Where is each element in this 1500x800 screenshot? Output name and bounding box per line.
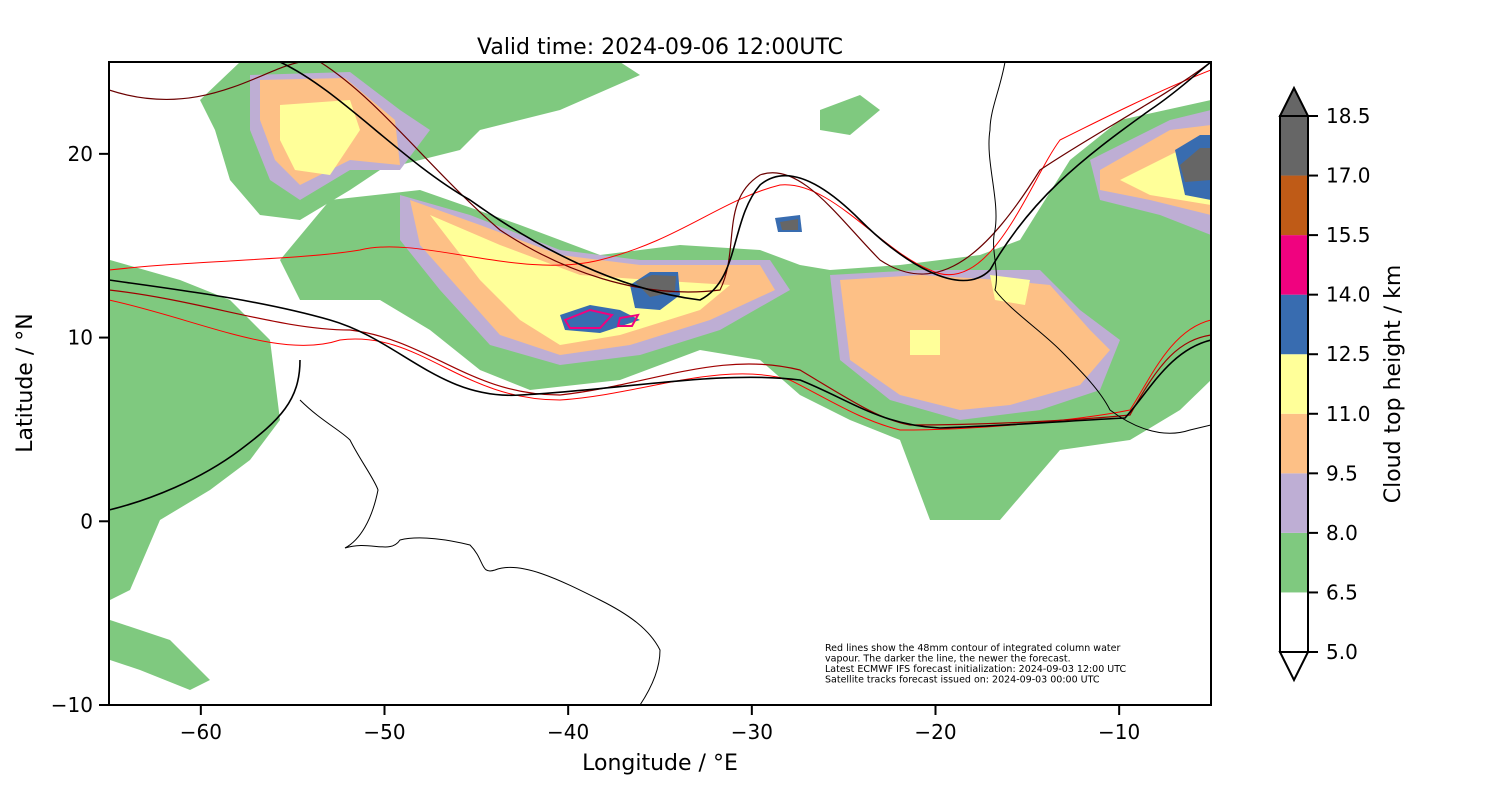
- iwv-contour-old: [109, 69, 1211, 276]
- iwv-48mm-contours: [109, 62, 1211, 511]
- x-tick-label: −10: [1098, 720, 1140, 744]
- iwv-contour-latest: [109, 359, 301, 511]
- colorbar-label: Cloud top height / km: [1381, 265, 1406, 504]
- iwv-contour-latest: [109, 279, 1211, 429]
- x-tick-label: −20: [914, 720, 956, 744]
- colorbar-segment: [1280, 473, 1308, 533]
- cloud-layer-11.0: [280, 100, 360, 175]
- cloud-layer-11.0: [430, 215, 730, 345]
- iwv-contour-latest: [279, 62, 1211, 301]
- cloud-layer-6.5: [110, 260, 280, 600]
- iwv-contour-mid: [109, 289, 1211, 426]
- y-axis-label: Latitude / °N: [13, 313, 38, 452]
- cloud-layer-11.0: [990, 275, 1030, 305]
- cloud-layer-6.5: [110, 620, 210, 690]
- colorbar-tick-label: 6.5: [1326, 580, 1358, 604]
- colorbar-tick-label: 14.0: [1326, 283, 1371, 307]
- colorbar-tick-label: 12.5: [1326, 342, 1371, 366]
- x-tick-label: −30: [731, 720, 773, 744]
- colorbar-segment: [1280, 294, 1308, 355]
- cloud-layer-15.5: [563, 308, 640, 329]
- colorbar: 5.0 6.5 8.0 9.5 11.0 12.5 14.0 15.5 17.0 18.5: [1278, 85, 1371, 683]
- colorbar-frame: [1279, 115, 1309, 653]
- note-line: Latest ECMWF IFS forecast initialization…: [825, 664, 1126, 675]
- coastline: [299, 399, 661, 705]
- coastline-africa: [988, 62, 1211, 434]
- colorbar-extend-max: [1278, 85, 1310, 117]
- iwv-contour-mid: [109, 62, 1211, 293]
- colorbar-extend-min: [1278, 651, 1310, 683]
- note-line: Red lines show the 48mm contour of integ…: [825, 643, 1120, 654]
- colorbar-tick-label: 5.0: [1326, 640, 1358, 664]
- cloud-layer-9.5: [840, 275, 1110, 410]
- y-tick-label: 10: [68, 326, 93, 350]
- colorbar-tick-label: 8.0: [1326, 521, 1358, 545]
- x-axis: −60 −50 −40 −30 −20 −10: [180, 705, 1140, 744]
- y-tick-label: 20: [68, 142, 93, 166]
- colorbar-segment: [1280, 116, 1308, 176]
- colorbar-tick-label: 18.5: [1326, 104, 1371, 128]
- map-area: [109, 62, 1211, 705]
- colorbar-tick-label: 9.5: [1326, 461, 1358, 485]
- y-tick-label: 0: [80, 509, 93, 533]
- cloud-layer-17.0: [780, 219, 798, 230]
- colorbar-segment: [1280, 532, 1308, 593]
- note-line: Satellite tracks forecast issued on: 202…: [825, 675, 1100, 686]
- colorbar-segment: [1280, 175, 1308, 236]
- cloud-layer-11.0: [910, 330, 940, 355]
- iwv-contour-old: [109, 299, 1211, 431]
- x-tick-label: −40: [547, 720, 589, 744]
- plot-frame: [108, 61, 1212, 706]
- colorbar-tick-label: 11.0: [1326, 402, 1371, 426]
- colorbar-segment: [1280, 413, 1308, 474]
- y-tick-label: −10: [51, 693, 93, 717]
- note-line: vapour. The darker the line, the newer t…: [825, 654, 1071, 665]
- y-axis: 20 10 0 −10: [51, 142, 109, 717]
- colorbar-tick-label: 15.5: [1326, 223, 1371, 247]
- colorbar-segment: [1280, 592, 1308, 652]
- figure-title: Valid time: 2024-09-06 12:00UTC: [477, 35, 843, 60]
- annotation-note: Red lines show the 48mm contour of integ…: [825, 643, 1126, 686]
- x-axis-label: Longitude / °E: [582, 751, 738, 776]
- colorbar-segment: [1280, 354, 1308, 414]
- cloud-layer-6.5: [820, 95, 880, 135]
- colorbar-segment: [1280, 235, 1308, 295]
- x-tick-label: −50: [363, 720, 405, 744]
- colorbar-tick-label: 17.0: [1326, 164, 1371, 188]
- cloud-top-height-field: [110, 62, 1211, 690]
- x-tick-label: −60: [180, 720, 222, 744]
- cloud-layer-17.0: [1180, 148, 1211, 182]
